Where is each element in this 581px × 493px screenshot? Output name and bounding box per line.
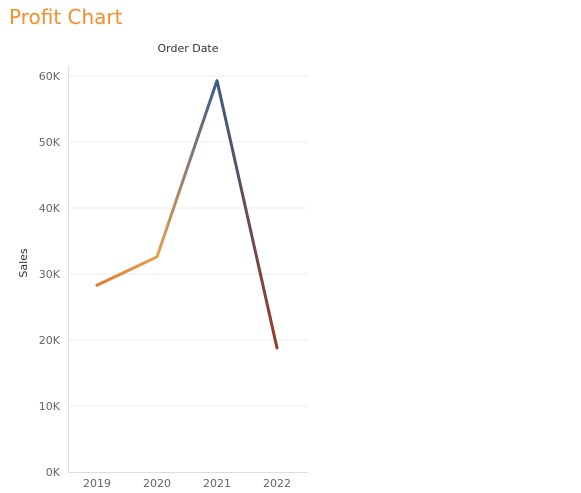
series-line[interactable] — [95, 79, 279, 350]
gridlines — [68, 75, 308, 407]
y-tick-label: 40K — [39, 202, 61, 215]
y-axis-title: Sales — [17, 248, 30, 278]
data-point[interactable] — [151, 251, 163, 263]
y-tick-label: 50K — [39, 136, 61, 149]
y-tick-label: 30K — [39, 268, 61, 281]
x-tick-label: 2019 — [83, 477, 111, 490]
y-tick-label: 60K — [39, 70, 61, 83]
y-axis: 0K 10K 20K 30K 40K 50K 60K — [39, 66, 69, 479]
column-header: Order Date — [157, 42, 219, 55]
data-point[interactable] — [211, 75, 223, 87]
x-tick-label: 2020 — [143, 477, 171, 490]
series-group — [91, 75, 283, 354]
y-tick-label: 0K — [46, 466, 61, 479]
data-point[interactable] — [271, 342, 283, 354]
x-tick-label: 2022 — [263, 477, 291, 490]
y-tick-label: 10K — [39, 400, 61, 413]
y-tick-label: 20K — [39, 334, 61, 347]
x-axis: 2019 2020 2021 2022 — [68, 472, 308, 490]
x-tick-label: 2021 — [203, 477, 231, 490]
chart-title: Profit Chart — [9, 5, 123, 29]
data-point[interactable] — [91, 279, 103, 291]
